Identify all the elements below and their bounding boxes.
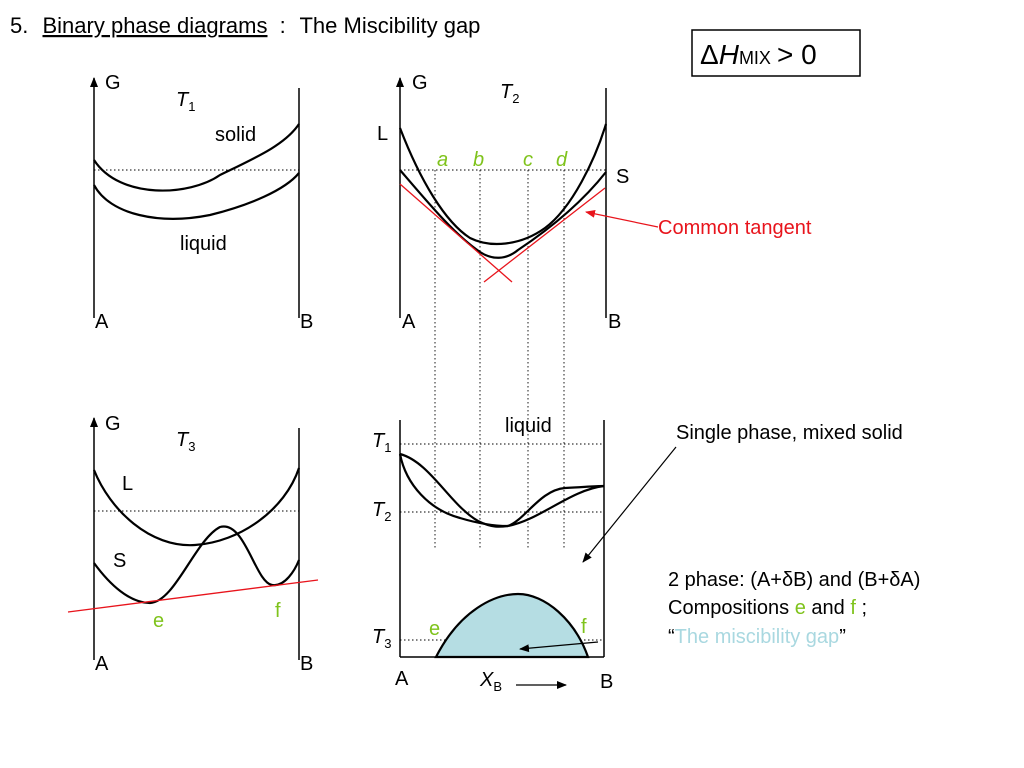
solid-curve bbox=[93, 123, 300, 192]
common-tangent-label: Common tangent bbox=[658, 217, 812, 239]
condition-text: ΔHMIX > 0 bbox=[700, 39, 817, 70]
common-tangent-line bbox=[483, 187, 606, 283]
phase-diagram: liquid T1 T2 T3 e f A B XB bbox=[372, 415, 613, 694]
common-tangent-line bbox=[67, 579, 319, 613]
l-label: L bbox=[122, 473, 133, 495]
b-label: B bbox=[300, 653, 313, 675]
composition-e-label: e bbox=[153, 610, 164, 632]
composition-a-label: a bbox=[437, 149, 448, 171]
title-number: 5. bbox=[10, 13, 28, 38]
composition-c-label: c bbox=[523, 149, 533, 171]
liquid-label: liquid bbox=[505, 415, 552, 437]
b-label: B bbox=[600, 671, 613, 693]
g-label: G bbox=[105, 72, 121, 94]
slide-title: 5. Binary phase diagrams : The Miscibili… bbox=[10, 13, 480, 38]
temperature-label: T2 bbox=[500, 81, 519, 106]
panel-t1: G T1 solid liquid A B bbox=[90, 72, 313, 333]
panel-t2: G T2 L S a b c d Common tangent A B bbox=[377, 72, 812, 548]
a-label: A bbox=[95, 653, 109, 675]
liquid-curve bbox=[398, 123, 608, 246]
g-label: G bbox=[105, 413, 121, 435]
composition-b-label: b bbox=[473, 149, 484, 171]
composition-f-label: f bbox=[581, 616, 587, 638]
a-label: A bbox=[95, 311, 109, 333]
gap-pointer-arrow bbox=[519, 641, 599, 653]
single-phase-label: Single phase, mixed solid bbox=[676, 422, 903, 444]
title-rest: The Miscibility gap bbox=[299, 13, 480, 38]
xb-label: XB bbox=[479, 669, 502, 694]
two-phase-label: 2 phase: (A+δB) and (B+δA) bbox=[668, 569, 920, 591]
g-label: G bbox=[412, 72, 428, 94]
temperature-label: T3 bbox=[176, 429, 195, 454]
single-phase-arrow bbox=[582, 446, 677, 563]
temperature-label: T1 bbox=[176, 89, 195, 114]
liquid-curve bbox=[93, 172, 300, 220]
t1-label: T1 bbox=[372, 430, 391, 455]
tangent-pointer-arrow bbox=[585, 209, 659, 228]
title-separator: : bbox=[280, 13, 286, 38]
liquid-curve bbox=[92, 467, 301, 547]
t2-label: T2 bbox=[372, 499, 391, 524]
liquid-label: liquid bbox=[180, 233, 227, 255]
title-underlined: Binary phase diagrams bbox=[42, 13, 267, 38]
annotations: Single phase, mixed solid 2 phase: (A+δB… bbox=[582, 422, 920, 648]
solid-curve bbox=[399, 169, 607, 259]
condition-box bbox=[691, 29, 861, 77]
l-label: L bbox=[377, 123, 388, 145]
liquidus-right-curve bbox=[507, 484, 605, 528]
composition-d-label: d bbox=[556, 149, 568, 171]
solidus-right-curve bbox=[507, 484, 605, 528]
t3-label: T3 bbox=[372, 626, 391, 651]
panel-t3: G T3 L S e f A B bbox=[67, 413, 319, 675]
solidus-left-curve bbox=[398, 453, 509, 528]
composition-f-label: f bbox=[275, 600, 281, 622]
miscibility-gap-label: “The miscibility gap” bbox=[668, 626, 846, 648]
s-label: S bbox=[113, 550, 126, 572]
s-label: S bbox=[616, 166, 629, 188]
common-tangent-line bbox=[399, 183, 513, 283]
b-label: B bbox=[608, 311, 621, 333]
solid-label: solid bbox=[215, 124, 256, 146]
b-label: B bbox=[300, 311, 313, 333]
a-label: A bbox=[395, 668, 409, 690]
compositions-label: Compositions e and f ; bbox=[668, 597, 867, 619]
a-label: A bbox=[402, 311, 416, 333]
miscibility-gap-region bbox=[434, 592, 590, 659]
composition-e-label: e bbox=[429, 618, 440, 640]
